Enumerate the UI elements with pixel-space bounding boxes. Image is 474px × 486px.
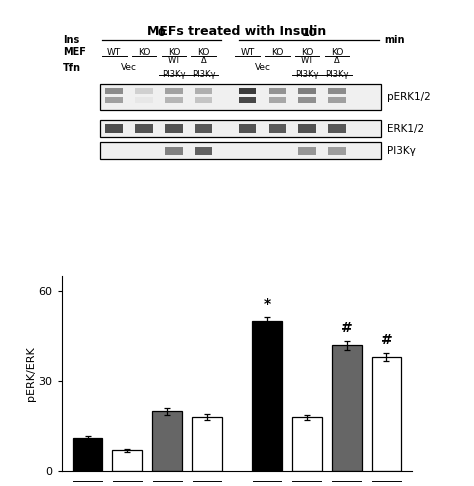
Bar <box>239 88 256 94</box>
Text: 0: 0 <box>158 28 165 38</box>
Text: Δ: Δ <box>334 56 340 65</box>
Bar <box>269 88 286 94</box>
Text: KO: KO <box>198 48 210 57</box>
Text: KO: KO <box>271 48 283 57</box>
Bar <box>328 88 346 94</box>
Text: Vec: Vec <box>121 63 137 72</box>
Bar <box>152 411 182 471</box>
Bar <box>195 124 212 133</box>
Bar <box>239 124 256 133</box>
Bar <box>100 142 381 159</box>
Text: KO: KO <box>138 48 150 57</box>
Bar <box>73 438 102 471</box>
Bar <box>292 417 322 471</box>
Text: PI3Kγ: PI3Kγ <box>192 70 215 79</box>
Text: PI3Kγ: PI3Kγ <box>295 70 319 79</box>
Text: WT: WT <box>167 56 181 65</box>
Bar <box>239 97 256 103</box>
Text: *: * <box>264 297 271 311</box>
Text: KO: KO <box>331 48 343 57</box>
Text: PI3Kγ: PI3Kγ <box>162 70 186 79</box>
Bar <box>269 97 286 103</box>
Bar <box>135 97 153 103</box>
Bar <box>299 97 316 103</box>
Text: PI3Kγ: PI3Kγ <box>325 70 349 79</box>
Bar <box>195 88 212 94</box>
Text: min: min <box>384 35 405 45</box>
Bar <box>135 124 153 133</box>
Text: #: # <box>381 333 392 347</box>
Bar <box>328 124 346 133</box>
Text: Δ: Δ <box>201 56 207 65</box>
Bar <box>165 124 182 133</box>
Text: 10: 10 <box>301 28 317 38</box>
Bar <box>105 88 123 94</box>
Bar <box>165 88 182 94</box>
Bar <box>135 88 153 94</box>
Text: Vec: Vec <box>255 63 271 72</box>
Bar <box>165 97 182 103</box>
Bar <box>195 97 212 103</box>
Text: Tfn: Tfn <box>64 63 82 72</box>
Bar <box>252 321 282 471</box>
Text: Ins: Ins <box>64 35 80 45</box>
Text: WT: WT <box>301 56 314 65</box>
Bar <box>328 147 346 155</box>
Bar <box>100 84 381 110</box>
Bar <box>332 345 362 471</box>
Bar <box>105 97 123 103</box>
Text: KO: KO <box>301 48 313 57</box>
Bar <box>192 417 222 471</box>
Bar <box>269 124 286 133</box>
Bar <box>328 97 346 103</box>
Bar <box>299 88 316 94</box>
Text: MEFs treated with Insulin: MEFs treated with Insulin <box>147 25 327 38</box>
Text: WT: WT <box>107 48 121 57</box>
Text: MEF: MEF <box>64 47 86 57</box>
Text: WT: WT <box>240 48 255 57</box>
Text: PI3Kγ: PI3Kγ <box>387 146 416 156</box>
Bar <box>100 120 381 137</box>
Text: KO: KO <box>168 48 180 57</box>
Bar <box>105 124 123 133</box>
Bar <box>299 147 316 155</box>
Bar <box>165 147 182 155</box>
Y-axis label: pERK/ERK: pERK/ERK <box>26 347 36 401</box>
Bar <box>372 357 401 471</box>
Bar <box>299 124 316 133</box>
Bar <box>195 147 212 155</box>
Text: ERK1/2: ERK1/2 <box>387 124 424 134</box>
Bar <box>112 451 142 471</box>
Text: pERK1/2: pERK1/2 <box>387 92 431 102</box>
Text: #: # <box>341 321 353 335</box>
